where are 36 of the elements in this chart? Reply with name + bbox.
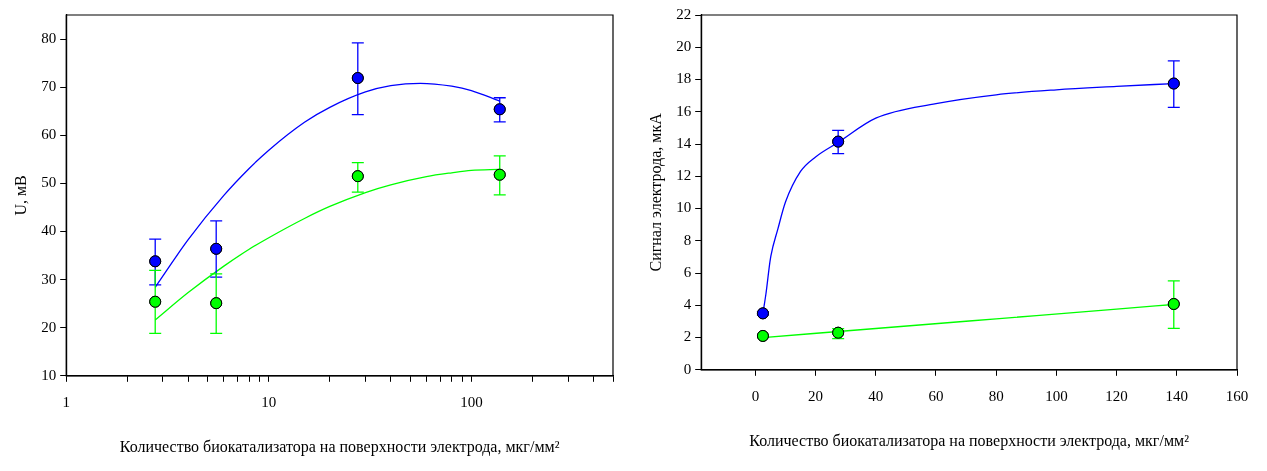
x-tick-label: 60 — [928, 387, 944, 404]
y-tick-label: 80 — [41, 29, 57, 46]
x-tick-label: 40 — [868, 387, 884, 404]
x-tick-label: 0 — [751, 387, 760, 404]
y-tick-label: 0 — [683, 360, 692, 377]
x-tick-label: 1 — [62, 393, 70, 410]
y-tick-label: 20 — [676, 38, 692, 55]
y-tick-label: 2 — [683, 328, 692, 345]
y-tick-label: 30 — [41, 270, 57, 287]
y-tick-label: 10 — [676, 199, 692, 216]
x-tick-label: 120 — [1105, 387, 1128, 404]
y-tick-label: 50 — [41, 174, 57, 191]
y-tick-label: 4 — [683, 296, 692, 313]
x-axis-title: Количество биокатализатора на поверхности электрода, мкг/мм² — [119, 437, 560, 456]
y-tick-label: 12 — [676, 167, 692, 184]
y-tick-label: 20 — [41, 318, 57, 335]
y-tick-label: 22 — [676, 5, 692, 22]
x-tick-label: 100 — [460, 393, 483, 410]
y-tick-label: 6 — [683, 263, 692, 280]
y-axis-title: U, мВ — [11, 175, 29, 216]
y-tick-label: 8 — [683, 231, 692, 248]
x-axis-title: Количество биокатализатора на поверхности электрода, мкг/мм² — [749, 431, 1190, 450]
y-tick-label: 18 — [676, 70, 692, 87]
y-tick-label: 40 — [41, 222, 57, 239]
x-tick-label: 80 — [988, 387, 1004, 404]
y-tick-label: 70 — [41, 78, 57, 95]
y-tick-label: 10 — [41, 366, 57, 383]
y-tick-label: 14 — [676, 134, 692, 151]
y-tick-label: 60 — [41, 126, 57, 143]
x-tick-label: 10 — [261, 393, 277, 410]
y-axis-title: Сигнал электрода, мкА — [646, 112, 665, 272]
y-tick-label: 16 — [676, 102, 692, 119]
x-tick-label: 160 — [1225, 387, 1249, 404]
x-tick-label: 100 — [1045, 387, 1068, 404]
x-tick-label: 140 — [1165, 387, 1189, 404]
x-tick-label: 20 — [808, 387, 824, 404]
